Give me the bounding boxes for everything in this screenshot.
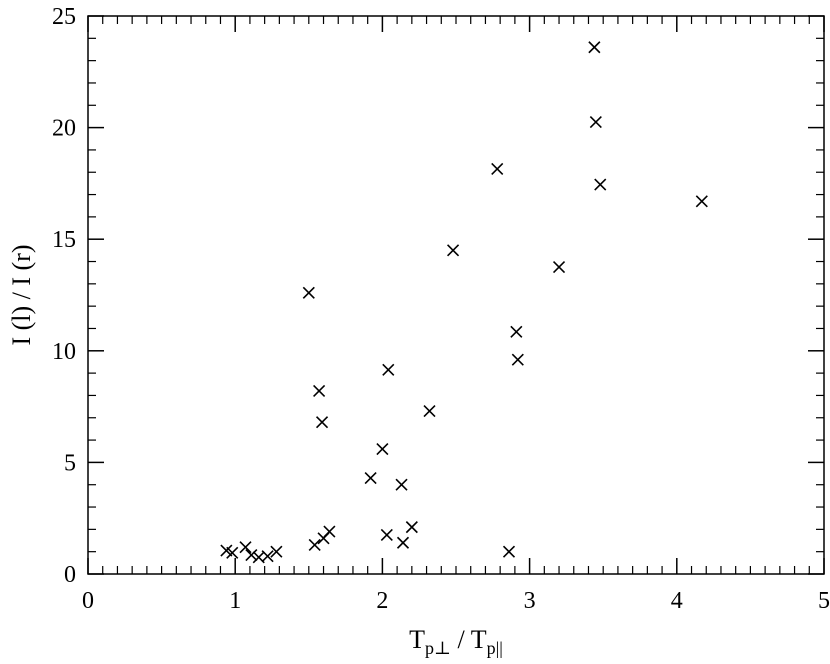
plot-frame (87, 15, 825, 575)
data-point (423, 404, 436, 418)
data-point-stroke-b (405, 521, 418, 534)
x-axis-label-main1: T (409, 625, 425, 654)
data-point-stroke-b (302, 286, 315, 299)
y-tick-label: 0 (64, 562, 76, 588)
data-point-stroke-b (510, 325, 523, 338)
data-point (511, 353, 524, 366)
data-point (491, 162, 504, 175)
data-point (270, 545, 283, 558)
data-point (594, 178, 607, 191)
data-point (376, 442, 389, 456)
x-tick-label: 3 (524, 588, 536, 614)
y-tick-labels: 0 5 10 15 20 25 (52, 4, 76, 588)
data-point (446, 244, 460, 257)
data-point-stroke-b (376, 442, 389, 456)
data-points (220, 41, 708, 564)
x-tick-label: 4 (671, 588, 683, 614)
data-point-stroke-b (588, 41, 601, 54)
data-point (552, 261, 566, 274)
y-tick-label: 20 (52, 116, 76, 142)
data-point (364, 471, 377, 485)
data-point-stroke-b (323, 525, 336, 538)
data-point (313, 384, 326, 398)
data-point-stroke-b (491, 162, 504, 175)
data-point (245, 548, 258, 562)
data-point-stroke-b (380, 528, 393, 542)
data-point (589, 115, 602, 129)
data-point (695, 195, 708, 208)
data-point-stroke-b (364, 471, 377, 485)
data-point (302, 286, 315, 299)
data-point-stroke-b (511, 353, 524, 366)
data-point-stroke-b (552, 261, 566, 274)
data-point (261, 550, 274, 563)
minor-ticks (88, 16, 824, 574)
data-point-stroke-b (382, 363, 395, 376)
data-point-stroke-b (502, 545, 516, 558)
data-point-stroke-b (261, 550, 274, 563)
data-point (396, 536, 410, 549)
data-point (380, 528, 393, 542)
x-tick-label: 5 (818, 588, 830, 614)
data-point-stroke-b (395, 478, 408, 491)
data-point (395, 478, 408, 491)
data-point (510, 325, 523, 338)
data-point-stroke-b (308, 538, 321, 552)
x-tick-label: 2 (376, 588, 388, 614)
x-axis-label-sub1: p⊥ (425, 638, 451, 658)
x-tick-labels: 0 1 2 3 4 5 (82, 588, 830, 614)
x-tick-label: 1 (229, 588, 241, 614)
data-point-stroke-b (396, 536, 410, 549)
data-point-stroke-b (239, 541, 252, 554)
data-point (323, 525, 336, 538)
data-point-stroke-b (245, 548, 258, 562)
data-point-stroke-b (423, 404, 436, 418)
data-point (315, 416, 329, 429)
y-axis-label: I (l) / I (r) (7, 244, 36, 345)
data-point-stroke-b (220, 544, 233, 557)
data-point (502, 545, 516, 558)
data-point-stroke-b (446, 244, 460, 257)
x-axis-label: Tp⊥ / Tp|| (409, 625, 503, 658)
data-point-stroke-b (270, 545, 283, 558)
data-point (588, 41, 601, 54)
data-point-stroke-b (252, 551, 265, 564)
data-point-stroke-b (315, 416, 329, 429)
x-axis-label-sep: / (451, 625, 471, 654)
data-point (382, 363, 395, 376)
data-point (239, 541, 252, 554)
data-point-stroke-b (594, 178, 607, 191)
data-point-stroke-b (226, 546, 239, 559)
y-tick-label: 15 (52, 227, 76, 253)
y-tick-label: 10 (52, 339, 76, 365)
data-point (405, 521, 418, 534)
data-point-stroke-b (695, 195, 708, 208)
data-point-stroke-b (313, 384, 326, 398)
x-axis-label-main2: T (471, 625, 487, 654)
major-ticks (87, 15, 825, 575)
y-tick-label: 25 (52, 4, 76, 30)
data-point (226, 546, 239, 559)
y-tick-label: 5 (64, 450, 76, 476)
x-axis-label-sub2: p|| (487, 638, 503, 658)
data-point-stroke-b (589, 115, 602, 129)
data-point (308, 538, 321, 552)
x-tick-label: 0 (82, 588, 94, 614)
